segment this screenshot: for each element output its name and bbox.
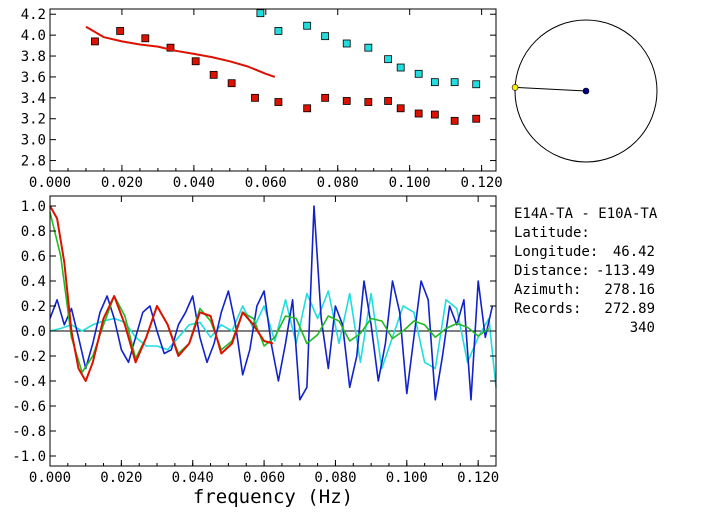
- red-marker: [321, 93, 330, 102]
- y-tick-label: 4.2: [21, 7, 46, 23]
- dispersion-panel: 0.000 0.020 0.040 0.060 0.080 0.100 0.120 2.8 3.…: [21, 7, 503, 191]
- source-dot: [511, 84, 519, 91]
- azimuth-label: Azimuth:: [514, 282, 582, 298]
- x-tick-label: 0.100: [389, 175, 431, 191]
- records-label: Records:: [514, 301, 582, 317]
- plot-frame: [49, 8, 497, 172]
- cyan-marker: [384, 55, 392, 64]
- y-tick-label: 3.0: [21, 133, 46, 149]
- red-marker: [274, 98, 283, 106]
- x-tick-label: 0.120: [457, 470, 499, 486]
- longitude-label: Longitude:: [514, 244, 599, 260]
- y-tick-label: 3.8: [21, 49, 46, 65]
- y-tick-label: -0.8: [12, 424, 46, 440]
- azimuth-line: [515, 86, 587, 92]
- info-row-latitude: Latitude: 46.42: [514, 205, 699, 260]
- y-tick-label: 1.0: [21, 199, 46, 215]
- x-tick-label: 0.100: [386, 470, 428, 486]
- cyan-marker: [430, 78, 439, 87]
- y-tick-label: 0.4: [21, 274, 46, 290]
- distance-label: Distance:: [514, 263, 590, 279]
- cyan-marker: [303, 21, 312, 30]
- red-marker: [450, 116, 459, 125]
- latitude-label: Latitude:: [514, 225, 590, 241]
- y-tick-label: -0.6: [12, 399, 46, 415]
- y-tick-label: 0.8: [21, 224, 46, 240]
- y-tick-label: -0.4: [12, 374, 46, 390]
- x-tick-label: 0.120: [461, 175, 503, 191]
- y-tick-label: 3.2: [21, 112, 46, 128]
- x-axis-title: frequency (Hz): [193, 486, 353, 508]
- red-marker: [364, 98, 373, 106]
- info-row-distance: Distance: 278.16: [514, 243, 699, 298]
- azimuth-dial: [511, 19, 658, 163]
- coherence-panel: 0.000 0.020 0.040 0.060 0.080 0.100 0.120 1.0 0.…: [12, 195, 499, 508]
- red-series-line: [85, 25, 276, 78]
- red-marker: [191, 57, 200, 66]
- red-marker: [342, 97, 351, 105]
- cyan-marker: [450, 78, 459, 87]
- info-row-longitude: Longitude: -113.49: [514, 224, 699, 279]
- y-tick-label: 0.2: [21, 299, 46, 315]
- x-tick-label: 0.040: [172, 470, 214, 486]
- red-marker: [472, 114, 481, 123]
- red-marker: [430, 110, 439, 119]
- cyan-marker: [274, 27, 283, 35]
- y-tick-label: 0.0: [21, 324, 46, 340]
- red-marker: [384, 97, 392, 105]
- cyan-marker: [342, 39, 351, 48]
- red-marker: [227, 79, 236, 88]
- red-series-line: [49, 205, 274, 382]
- x-tick-label: 0.080: [314, 470, 356, 486]
- cyan-marker: [472, 80, 481, 89]
- station-pair-label: E14A-TA - E10A-TA: [514, 206, 658, 222]
- info-row-records: Records: 340: [514, 281, 699, 336]
- x-tick-label: 0.080: [317, 175, 359, 191]
- x-tick-label: 0.000: [29, 470, 71, 486]
- red-marker: [414, 109, 423, 118]
- cyan-marker: [364, 43, 373, 52]
- longitude-value: -113.49: [595, 263, 655, 279]
- records-value: 340: [629, 320, 655, 336]
- y-tick-label: 3.4: [21, 91, 46, 107]
- cyan-marker: [256, 9, 265, 18]
- x-tick-label: 0.020: [101, 175, 143, 191]
- y-tick-label: -1.0: [12, 449, 46, 465]
- y-tick-label: -0.2: [12, 349, 46, 365]
- red-marker: [251, 93, 259, 102]
- y-tick-label: 2.8: [21, 154, 46, 170]
- cyan-marker: [396, 63, 405, 72]
- x-tick-label: 0.020: [100, 470, 142, 486]
- station-info-panel: E14A-TA - E10A-TA Latitude: 46.42 Longit…: [514, 186, 699, 336]
- red-marker: [303, 104, 312, 113]
- x-tick-label: 0.060: [245, 175, 287, 191]
- cyan-marker: [321, 32, 330, 41]
- azimuth-value: 272.89: [604, 301, 655, 317]
- red-marker: [166, 43, 175, 52]
- red-marker: [116, 27, 125, 35]
- red-marker: [209, 70, 218, 79]
- y-tick-label: 4.0: [21, 28, 46, 44]
- x-tick-label: 0.060: [243, 470, 285, 486]
- green-series-line: [49, 212, 490, 374]
- latitude-value: 46.42: [612, 244, 655, 260]
- red-marker: [396, 104, 405, 113]
- x-tick-label: 0.000: [29, 175, 71, 191]
- dial-circle: [514, 19, 658, 163]
- y-tick-label: 3.6: [21, 70, 46, 86]
- red-marker: [91, 37, 99, 46]
- cyan-marker: [414, 69, 423, 78]
- red-marker: [141, 34, 150, 43]
- y-tick-label: 0.6: [21, 249, 46, 265]
- station-dot: [582, 87, 590, 95]
- distance-value: 278.16: [604, 282, 655, 298]
- x-tick-label: 0.040: [173, 175, 215, 191]
- info-row-azimuth: Azimuth: 272.89: [514, 262, 699, 317]
